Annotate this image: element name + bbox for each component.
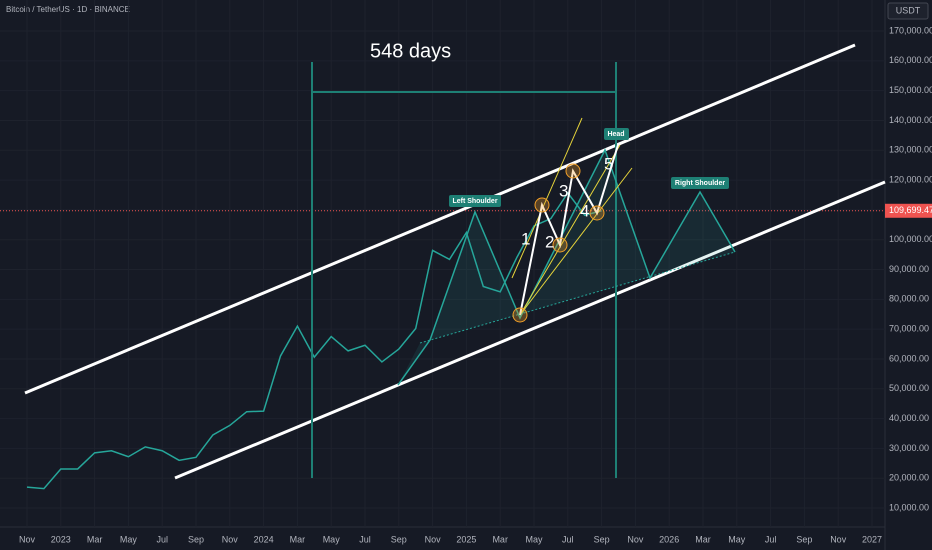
y-tick-label: 130,000.00 (889, 145, 932, 155)
x-tick-label: May (323, 534, 341, 544)
x-tick-label: Nov (425, 534, 442, 544)
x-tick-label: Nov (19, 534, 36, 544)
x-tick-label: Jul (359, 534, 371, 544)
y-tick-label: 20,000.00 (889, 473, 929, 483)
head-label: Head (607, 131, 624, 138)
x-tick-label: 2027 (862, 534, 882, 544)
x-tick-label: Jul (765, 534, 777, 544)
last-price-box (885, 203, 932, 218)
wave-number: 4 (580, 201, 589, 220)
label-box (604, 128, 629, 140)
currency-label: USDT (896, 5, 921, 15)
y-tick-label: 160,000.00 (889, 55, 932, 65)
x-tick-label: Jul (156, 534, 168, 544)
x-tick-label: 2026 (659, 534, 679, 544)
pivot (565, 163, 581, 179)
x-tick-label: Nov (627, 534, 644, 544)
price-line (26, 191, 602, 490)
x-tick-label: Sep (796, 534, 812, 544)
x-tick-label: 2023 (51, 534, 71, 544)
y-tick-label: 40,000.00 (889, 413, 929, 423)
y-tick-label: 170,000.00 (889, 25, 932, 35)
x-tick-label: Mar (492, 534, 508, 544)
x-tick-label: Mar (290, 534, 306, 544)
x-tick-label: Nov (830, 534, 847, 544)
wave-number: 1 (521, 229, 530, 248)
label-box (449, 195, 501, 207)
wave-number: 3 (559, 181, 568, 200)
y-tick-label: 150,000.00 (889, 85, 932, 95)
pivot (552, 237, 568, 253)
channel-upper (24, 43, 856, 395)
drawings: 548 days Left Shoulder Head Right Should… (24, 40, 886, 480)
x-tick-label: Mar (87, 534, 103, 544)
x-tick-label: 2024 (254, 534, 274, 544)
last-price-label: 109,699.47 (889, 205, 932, 215)
pivot (534, 197, 550, 213)
pattern-fill (398, 150, 735, 385)
trend-yellow (519, 167, 633, 316)
x-tick-label: Nov (222, 534, 239, 544)
currency-box[interactable] (887, 2, 929, 20)
trend-yellow (511, 117, 583, 279)
x-tick-label: Jul (562, 534, 574, 544)
label-box (671, 177, 729, 189)
y-tick-label: 80,000.00 (889, 294, 929, 304)
x-tick-label: May (728, 534, 746, 544)
y-tick-label: 50,000.00 (889, 383, 929, 393)
x-tick-label: Mar (695, 534, 711, 544)
y-tick-label: 30,000.00 (889, 443, 929, 453)
duration-label: 548 days (370, 40, 451, 62)
y-tick-label: 10,000.00 (889, 502, 929, 512)
wave-number: 5 (604, 154, 613, 173)
pivot (512, 307, 528, 323)
wave-number: 2 (545, 232, 554, 251)
channel-lower (174, 180, 886, 480)
y-tick-label: 60,000.00 (889, 353, 929, 363)
neckline (419, 251, 736, 344)
y-tick-label: 140,000.00 (889, 115, 932, 125)
x-tick-label: May (120, 534, 138, 544)
x-tick-label: Sep (391, 534, 407, 544)
chart-title: Bitcoin / TetherUS · 1D · BINANCE (6, 5, 130, 14)
wave-path (519, 144, 619, 316)
left-shoulder-label: Left Shoulder (452, 198, 497, 205)
y-tick-label: 120,000.00 (889, 174, 932, 184)
y-tick-label: 90,000.00 (889, 264, 929, 274)
trend-yellow (519, 144, 621, 316)
x-tick-label: 2025 (456, 534, 476, 544)
x-tick-label: May (525, 534, 543, 544)
pivot (589, 205, 605, 221)
x-tick-label: Sep (594, 534, 610, 544)
x-tick-label: Sep (188, 534, 204, 544)
marks (0, 191, 885, 490)
right-shoulder-label: Right Shoulder (675, 180, 725, 187)
y-tick-label: 70,000.00 (889, 324, 929, 334)
y-tick-label: 100,000.00 (889, 234, 932, 244)
